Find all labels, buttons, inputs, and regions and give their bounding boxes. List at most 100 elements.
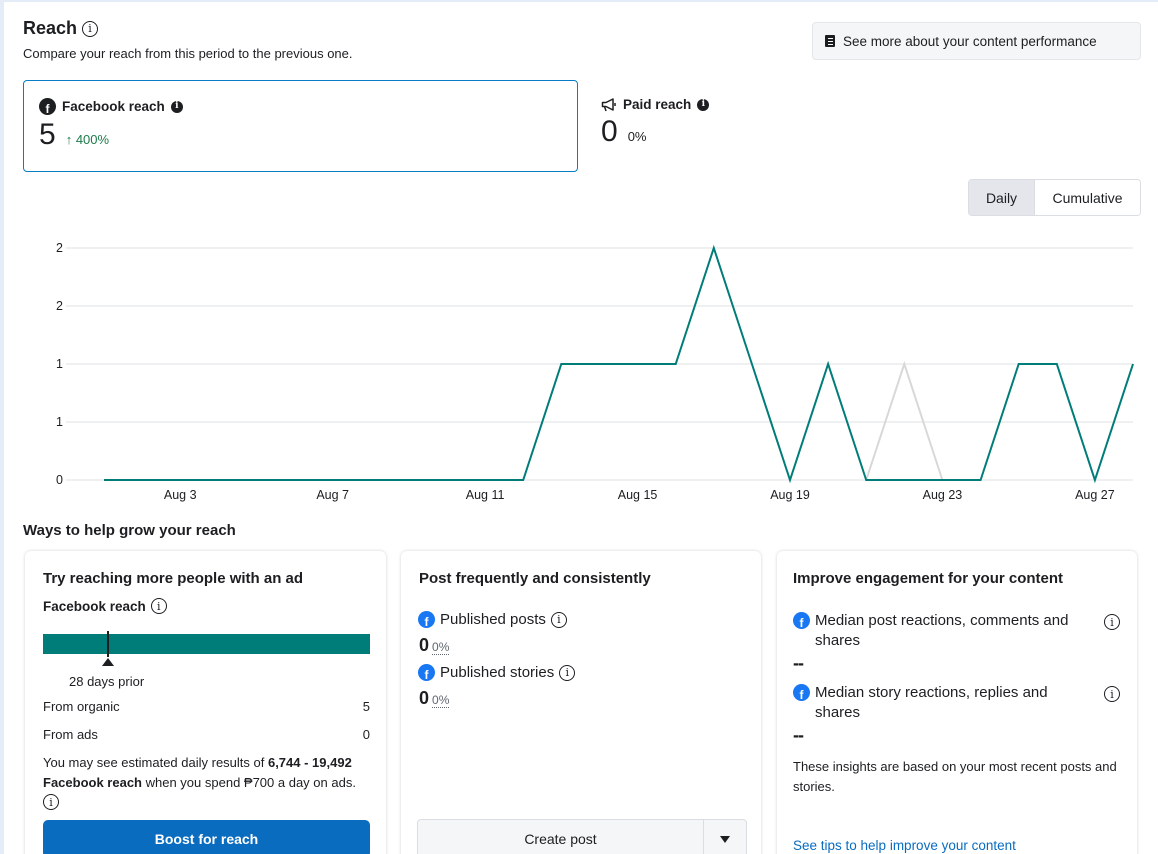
paid-reach-heading: Paid reach i (601, 97, 931, 112)
published-stories-value: 0 (419, 688, 430, 708)
post-reactions-line: f Median post reactions, comments and sh… (793, 611, 1093, 651)
x-tick-label: Aug 23 (923, 488, 963, 502)
facebook-icon: f (793, 684, 810, 701)
post-card-title: Post frequently and consistently (419, 570, 651, 587)
estimate-prefix: You may see estimated daily results of (43, 755, 268, 770)
x-tick-label: Aug 19 (770, 488, 810, 502)
page-title: Reach (23, 18, 78, 38)
facebook-reach-change-value: 400% (75, 132, 110, 147)
facebook-reach-values: 5 ↑ 400% (39, 118, 562, 152)
estimate-metric: Facebook reach (43, 775, 142, 790)
reach-header: Reach i (23, 18, 99, 39)
ad-card: Try reaching more people with an ad Face… (25, 551, 386, 854)
daily-toggle-button[interactable]: Daily (969, 180, 1035, 215)
published-stories-pct[interactable]: 0% (432, 693, 450, 708)
post-reactions-label: Median post reactions, comments and shar… (815, 612, 1069, 649)
post-frequency-card: Post frequently and consistently f Publi… (401, 551, 761, 854)
info-icon[interactable]: i (1104, 686, 1120, 702)
paid-reach-value: 0 (601, 115, 618, 148)
y-tick-label: 1 (56, 357, 63, 371)
published-stories-stat: 0 0% (419, 688, 450, 709)
ad-card-title: Try reaching more people with an ad (43, 570, 304, 587)
published-posts-value: 0 (419, 635, 430, 655)
organic-value: 5 (362, 699, 370, 714)
engagement-card-title: Improve engagement for your content (793, 570, 1064, 587)
info-icon[interactable]: i (82, 20, 99, 37)
facebook-reach-label: Facebook reach (62, 99, 165, 114)
insights-note: These insights are based on your most re… (793, 759, 1117, 794)
comparison-marker (107, 631, 109, 657)
reach-comparison-bar (43, 634, 370, 654)
facebook-reach-change: ↑ 400% (66, 132, 109, 147)
boost-button[interactable]: Boost for reach (43, 820, 370, 854)
create-post-dropdown[interactable] (704, 819, 747, 854)
facebook-icon: f (418, 664, 435, 681)
improve-content-tips-link[interactable]: See tips to help improve your content (793, 838, 1016, 853)
paid-reach-label: Paid reach (623, 97, 692, 112)
estimate-range: 6,744 - 19,492 (267, 755, 352, 770)
x-tick-label: Aug 15 (618, 488, 658, 502)
create-post-group: Create post (417, 819, 747, 854)
paid-reach-values: 0 0% (601, 115, 931, 149)
megaphone-icon (601, 97, 617, 112)
organic-row: From organic 5 (43, 699, 370, 714)
daily-cumulative-toggle: Daily Cumulative (968, 179, 1141, 216)
info-icon[interactable]: i (559, 664, 576, 681)
post-reactions-value: -- (793, 653, 804, 673)
ad-card-subtitle-label: Facebook reach (43, 598, 146, 614)
content-performance-label: See more about your content performance (843, 33, 1097, 49)
y-tick-label: 2 (56, 241, 63, 255)
engagement-card: Improve engagement for your content f Me… (777, 551, 1137, 854)
bar-caption: 28 days prior (69, 674, 145, 689)
published-stories-label: Published stories (440, 664, 555, 681)
facebook-reach-card[interactable]: f Facebook reach i 5 ↑ 400% (23, 80, 578, 172)
content-performance-button[interactable]: See more about your content performance (812, 22, 1141, 60)
ads-label: From ads (43, 727, 98, 742)
organic-label: From organic (43, 699, 120, 714)
x-tick-label: Aug 11 (466, 488, 505, 502)
y-tick-label: 1 (56, 415, 63, 429)
info-icon[interactable]: i (150, 598, 167, 614)
estimate-suffix: when you spend ₱700 a day on ads. (142, 775, 356, 790)
published-posts-pct[interactable]: 0% (432, 640, 450, 655)
info-icon[interactable]: i (550, 611, 567, 628)
ad-card-subtitle: Facebook reach i (43, 598, 167, 614)
info-icon[interactable]: i (170, 100, 183, 113)
ads-row: From ads 0 (43, 727, 370, 742)
facebook-icon: f (418, 611, 435, 628)
published-posts-line: f Published posts i (418, 611, 567, 628)
reach-line-chart: 0 1 1 2 2 Aug 3 Aug 7 Aug 11 Aug 15 Aug 19 Aug 23 A… (56, 241, 1134, 502)
reach-subtitle: Compare your reach from this period to t… (23, 46, 353, 61)
create-post-button[interactable]: Create post (417, 819, 704, 854)
facebook-reach-value: 5 (39, 118, 56, 151)
story-reactions-value: -- (793, 725, 804, 745)
facebook-reach-heading: f Facebook reach i (39, 98, 562, 115)
info-icon[interactable]: i (1104, 614, 1120, 630)
paid-reach-card[interactable]: Paid reach i 0 0% (601, 80, 931, 172)
grow-section-title: Ways to help grow your reach (23, 522, 236, 539)
published-stories-line: f Published stories i (418, 664, 576, 681)
series-line (865, 360, 944, 481)
published-posts-stat: 0 0% (419, 635, 450, 656)
y-tick-label: 0 (56, 473, 63, 487)
cumulative-toggle-button[interactable]: Cumulative (1035, 180, 1140, 215)
story-reactions-line: f Median story reactions, replies and sh… (793, 683, 1093, 723)
published-posts-label: Published posts (440, 611, 546, 628)
paid-reach-change: 0% (627, 129, 647, 144)
series-line (104, 244, 1134, 484)
ads-value: 0 (362, 727, 370, 742)
info-icon[interactable]: i (697, 98, 710, 111)
story-reactions-label: Median story reactions, replies and shar… (815, 684, 1048, 721)
x-tick-label: Aug 7 (316, 488, 349, 502)
chevron-down-icon (720, 835, 730, 843)
facebook-icon: f (793, 612, 810, 629)
arrow-up-icon: ↑ (65, 132, 73, 147)
facebook-icon: f (39, 98, 56, 115)
estimate-text: You may see estimated daily results of 6… (43, 753, 373, 793)
x-tick-label: Aug 3 (164, 488, 197, 502)
x-tick-label: Aug 27 (1075, 488, 1115, 502)
document-icon (825, 35, 835, 47)
info-icon[interactable]: i (43, 794, 59, 810)
marker-triangle-icon (102, 658, 114, 666)
